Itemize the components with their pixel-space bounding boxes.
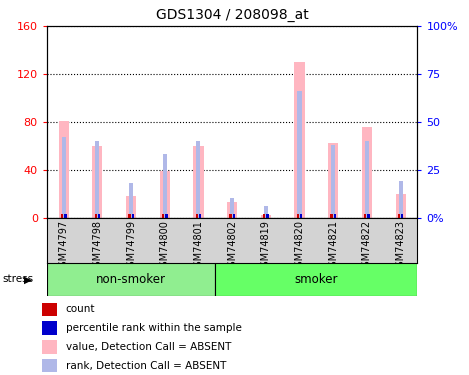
Bar xyxy=(92,146,102,218)
Bar xyxy=(163,154,167,218)
Bar xyxy=(395,194,406,217)
Bar xyxy=(47,262,215,296)
Bar xyxy=(64,214,67,217)
Bar xyxy=(59,121,69,218)
Bar xyxy=(300,214,303,217)
Bar xyxy=(215,262,417,296)
Bar xyxy=(264,206,268,218)
Text: non-smoker: non-smoker xyxy=(96,273,166,286)
Bar xyxy=(229,214,232,217)
Bar xyxy=(364,214,366,217)
Bar xyxy=(95,214,97,217)
Bar xyxy=(132,214,134,217)
Bar xyxy=(399,181,402,218)
Text: GSM74819: GSM74819 xyxy=(261,220,271,273)
Bar xyxy=(295,62,304,217)
Text: ▶: ▶ xyxy=(24,274,32,284)
Bar xyxy=(95,141,99,218)
Bar xyxy=(166,214,167,217)
Bar xyxy=(199,214,201,217)
Bar xyxy=(233,214,235,217)
Bar xyxy=(334,214,336,217)
Bar xyxy=(197,141,200,218)
Bar xyxy=(331,214,333,217)
Bar xyxy=(365,141,369,218)
Text: stress: stress xyxy=(2,274,33,284)
Bar xyxy=(297,91,302,218)
Bar xyxy=(297,214,299,217)
Text: GSM74799: GSM74799 xyxy=(126,220,136,273)
Bar xyxy=(160,171,170,217)
Bar xyxy=(263,214,265,217)
Bar xyxy=(129,214,130,217)
Text: smoker: smoker xyxy=(295,273,338,286)
Bar xyxy=(328,143,338,218)
Bar xyxy=(129,183,133,218)
Bar xyxy=(227,202,237,217)
Bar xyxy=(368,214,370,217)
Text: GSM74823: GSM74823 xyxy=(395,220,406,273)
Bar xyxy=(42,359,57,372)
Text: GSM74800: GSM74800 xyxy=(160,220,170,273)
Text: GSM74797: GSM74797 xyxy=(59,220,69,273)
Text: percentile rank within the sample: percentile rank within the sample xyxy=(66,323,242,333)
Bar xyxy=(261,215,271,217)
Bar xyxy=(401,214,403,217)
Text: GSM74821: GSM74821 xyxy=(328,220,338,273)
Bar xyxy=(98,214,100,217)
Bar xyxy=(331,145,335,218)
Text: rank, Detection Call = ABSENT: rank, Detection Call = ABSENT xyxy=(66,361,226,370)
Bar xyxy=(42,340,57,354)
Title: GDS1304 / 208098_at: GDS1304 / 208098_at xyxy=(156,9,309,22)
Text: value, Detection Call = ABSENT: value, Detection Call = ABSENT xyxy=(66,342,231,352)
Text: GSM74802: GSM74802 xyxy=(227,220,237,273)
Bar xyxy=(42,303,57,316)
Bar xyxy=(193,146,204,218)
Text: GSM74822: GSM74822 xyxy=(362,220,372,273)
Bar xyxy=(196,214,198,217)
Bar xyxy=(398,214,400,217)
Bar xyxy=(266,214,269,217)
Bar xyxy=(62,137,66,218)
Text: GSM74798: GSM74798 xyxy=(92,220,102,273)
Text: GSM74801: GSM74801 xyxy=(194,220,204,273)
Bar xyxy=(61,214,63,217)
Bar xyxy=(162,214,164,217)
Bar xyxy=(126,196,136,217)
Bar xyxy=(230,198,234,217)
Bar xyxy=(362,127,372,218)
Bar xyxy=(42,321,57,335)
Text: count: count xyxy=(66,304,95,314)
Text: GSM74820: GSM74820 xyxy=(295,220,304,273)
